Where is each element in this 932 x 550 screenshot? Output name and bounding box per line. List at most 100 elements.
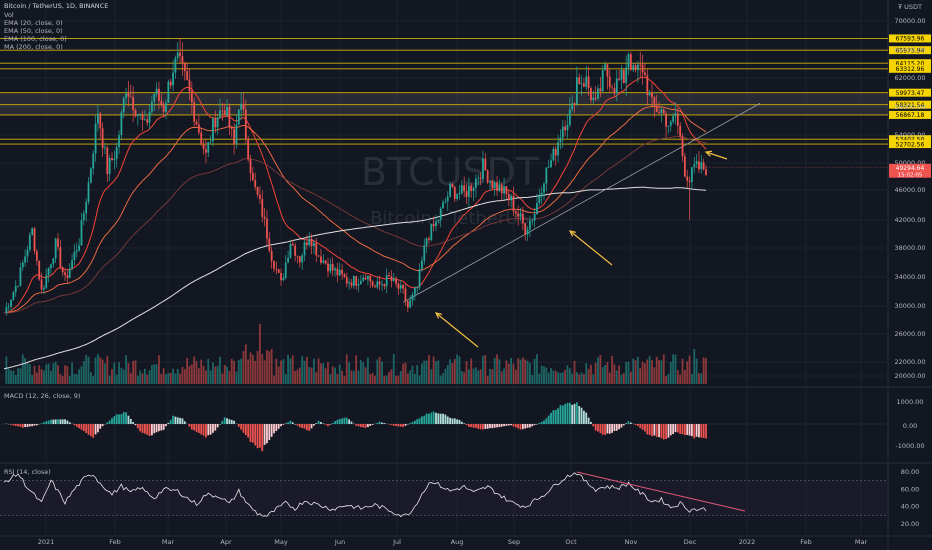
candle-body — [658, 112, 660, 113]
macd-bar — [432, 411, 435, 424]
annotation-arrowhead — [704, 150, 713, 157]
ema20-legend[interactable]: EMA (20, close, 0) — [4, 19, 63, 27]
volume-bar — [273, 375, 275, 384]
candle-body — [475, 178, 477, 189]
candle-body — [590, 88, 592, 101]
macd-bar — [45, 421, 48, 424]
candle-body — [94, 123, 97, 154]
candle-body — [97, 113, 99, 124]
volume-bar — [449, 359, 451, 384]
candle-body — [470, 185, 473, 192]
candle-body — [369, 275, 372, 282]
volume-legend[interactable]: Vol — [4, 11, 14, 19]
volume-bar — [484, 355, 487, 384]
volume-bar — [92, 375, 95, 384]
candle-body — [294, 245, 297, 256]
candle-body — [141, 113, 144, 120]
volume-bar — [221, 373, 224, 384]
macd-bar — [648, 424, 651, 435]
macd-legend[interactable]: MACD (12, 26, close, 9) — [4, 392, 81, 400]
currency-label: ₮ USDT — [898, 3, 922, 11]
candle-body — [176, 52, 179, 59]
volume-bar — [38, 365, 41, 384]
candle-body — [564, 126, 567, 131]
candle-body — [174, 58, 177, 73]
candle-body — [601, 70, 604, 92]
volume-bar — [618, 365, 621, 384]
macd-bar — [573, 403, 576, 424]
ema100-legend[interactable]: EMA (100, close, 0) — [4, 35, 67, 43]
volume-bar — [89, 372, 92, 384]
volume-bar — [343, 375, 346, 384]
macd-bar — [637, 424, 639, 427]
candle-body — [660, 109, 663, 113]
volume-bar — [585, 363, 588, 384]
macd-bar — [223, 417, 226, 424]
macd-bar — [674, 424, 677, 433]
macd-bar — [270, 424, 273, 437]
rsi-legend[interactable]: RSI (14, close) — [4, 468, 51, 476]
volume-bar — [52, 363, 55, 384]
candle-body — [43, 287, 45, 290]
volume-bar — [479, 369, 482, 384]
macd-bar — [143, 424, 146, 434]
macd-bar — [359, 424, 362, 428]
candle-body — [691, 167, 693, 182]
volume-bar — [517, 358, 520, 384]
symbol-legend[interactable]: Bitcoin / TetherUS, 1D, BINANCE — [4, 2, 109, 10]
macd-bar — [399, 424, 402, 427]
volume-bar — [463, 372, 466, 384]
candle-body — [467, 185, 470, 197]
volume-bar — [263, 360, 266, 384]
volume-bar — [367, 357, 369, 384]
price-level-label: 52702.56 — [896, 141, 925, 148]
candle-body — [80, 220, 83, 246]
ma200-legend[interactable]: MA (200, close, 0) — [4, 43, 63, 51]
macd-bar — [350, 421, 353, 424]
candle-body — [571, 103, 574, 110]
volume-bar — [559, 372, 562, 384]
candle-body — [237, 109, 240, 125]
candle-body — [575, 77, 578, 105]
macd-bar — [514, 424, 517, 428]
macd-bar — [89, 424, 92, 437]
volume-bar — [510, 358, 513, 384]
candle-body — [676, 113, 679, 126]
macd-bar — [181, 418, 184, 424]
ema50-legend[interactable]: EMA (50, close, 0) — [4, 27, 63, 35]
candle-body — [566, 124, 569, 131]
macd-bar — [205, 424, 207, 438]
volume-bar — [599, 355, 602, 384]
candle-body — [411, 294, 414, 301]
candle-body — [106, 147, 109, 175]
volume-bar — [268, 351, 271, 384]
macd-bar — [298, 424, 301, 428]
candle-body — [383, 284, 386, 287]
macd-bar — [188, 424, 191, 427]
candle-body — [169, 81, 172, 86]
volume-bar — [705, 358, 707, 384]
volume-bar — [637, 356, 639, 384]
candle-body — [214, 118, 217, 128]
volume-bar — [282, 359, 285, 384]
rsi-axis-label: 60.00 — [901, 485, 920, 493]
volume-bar — [348, 362, 351, 384]
macd-bar — [202, 424, 205, 436]
volume-bar — [674, 354, 677, 384]
volume-bar — [254, 360, 257, 384]
candle-body — [219, 110, 221, 118]
volume-bar — [120, 367, 123, 384]
macd-bar — [467, 424, 470, 427]
candle-body — [557, 142, 559, 156]
candle-body — [118, 135, 120, 148]
volume-bar — [439, 375, 442, 384]
price-axis-label: 42000.00 — [894, 216, 925, 224]
candle-body — [651, 92, 653, 98]
volume-bar — [33, 365, 36, 384]
volume-bar — [226, 366, 228, 384]
macd-bar — [634, 424, 637, 426]
macd-bar — [519, 424, 522, 430]
volume-bar — [179, 373, 181, 384]
volume-bar — [237, 359, 240, 384]
